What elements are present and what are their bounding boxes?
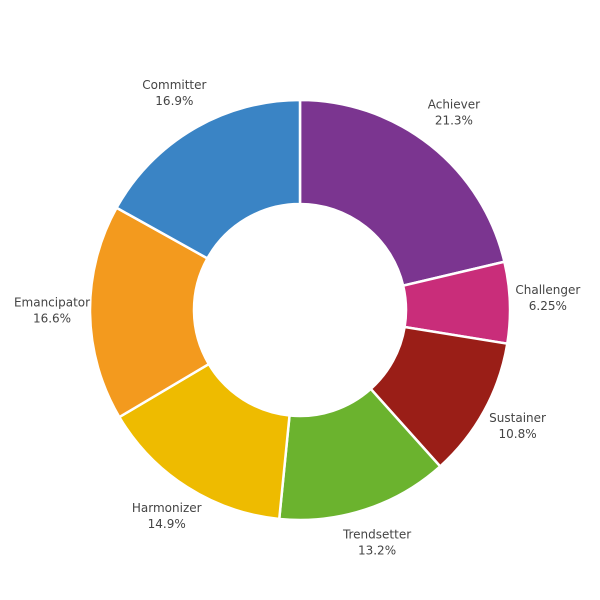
value-label: 16.6% xyxy=(33,311,71,325)
category-label: Achiever xyxy=(428,98,480,112)
value-label: 13.2% xyxy=(358,544,396,558)
value-label: 10.8% xyxy=(499,427,537,441)
category-label: Committer xyxy=(142,78,206,92)
donut-slice xyxy=(298,98,506,288)
donut-slice xyxy=(114,98,302,261)
value-label: 14.9% xyxy=(148,517,186,531)
slice-label: Committer 16.9% xyxy=(142,78,206,108)
value-label: 21.3% xyxy=(435,114,473,128)
category-label: Emancipator xyxy=(14,295,90,309)
category-label: Trendsetter xyxy=(342,528,411,542)
value-label: 16.9% xyxy=(155,94,193,108)
category-label: Harmonizer xyxy=(132,501,202,515)
donut-slice xyxy=(88,206,211,419)
value-label: 6.25% xyxy=(529,299,567,313)
slice-label: Emancipator 16.6% xyxy=(14,295,90,325)
category-label: Sustainer xyxy=(489,411,546,425)
slice-label: Sustainer 10.8% xyxy=(489,411,546,441)
slice-label: Achiever 21.3% xyxy=(428,98,480,128)
slice-label: Trendsetter 13.2% xyxy=(342,528,411,558)
category-label: Challenger xyxy=(515,283,580,297)
donut-slice xyxy=(117,362,291,521)
slice-label: Challenger 6.25% xyxy=(515,283,580,313)
slice-label: Harmonizer 14.9% xyxy=(132,501,202,531)
